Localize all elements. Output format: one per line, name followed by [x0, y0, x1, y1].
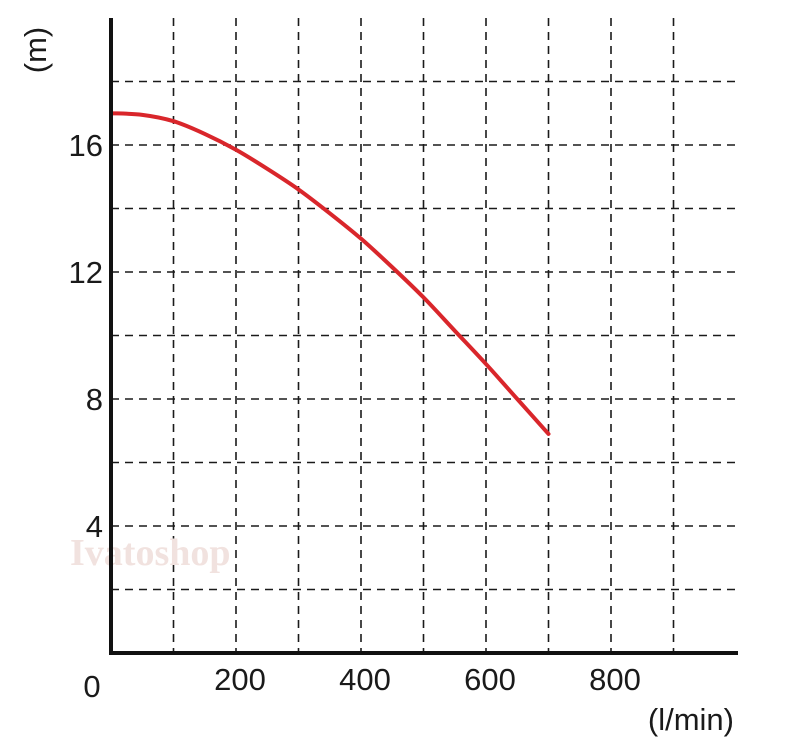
y-tick-label: 4: [86, 509, 103, 544]
y-tick-label: 8: [86, 382, 103, 417]
grid: [111, 18, 736, 653]
watermark-text: Ivatoshop: [70, 532, 231, 574]
series-group: [109, 111, 551, 436]
tick-labels: 0 200 400 600 800 4 8 12 16: [69, 128, 641, 704]
x-tick-label: 200: [214, 662, 266, 697]
x-tick-label: 0: [83, 669, 100, 704]
x-axis-label: (l/min): [648, 702, 734, 737]
series-line: [109, 111, 551, 436]
x-tick-label: 800: [589, 662, 641, 697]
y-axis-label: (m): [18, 27, 53, 73]
x-tick-label: 400: [339, 662, 391, 697]
y-tick-label: 16: [69, 128, 103, 163]
axes: [109, 18, 738, 655]
x-tick-label: 600: [464, 662, 516, 697]
y-tick-label: 12: [69, 255, 103, 290]
